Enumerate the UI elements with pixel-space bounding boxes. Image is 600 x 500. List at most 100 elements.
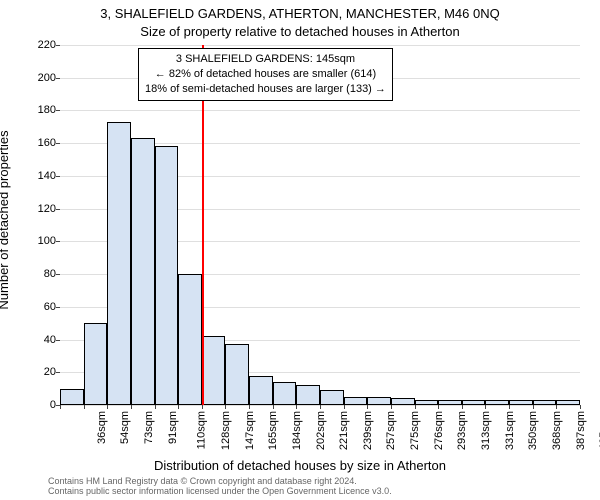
x-tick-mark — [178, 405, 179, 409]
histogram-bar — [60, 389, 84, 405]
histogram-bar — [509, 400, 533, 405]
x-tick-mark — [155, 405, 156, 409]
histogram-bar — [296, 385, 320, 405]
y-tick-label: 100 — [26, 235, 56, 247]
x-tick-mark — [344, 405, 345, 409]
x-tick-label: 313sqm — [480, 411, 492, 450]
x-tick-label: 221sqm — [338, 411, 350, 450]
x-tick-mark — [202, 405, 203, 409]
footer: Contains HM Land Registry data © Crown c… — [48, 476, 392, 497]
x-tick-label: 128sqm — [220, 411, 232, 450]
x-tick-label: 275sqm — [409, 411, 421, 450]
histogram-bar — [131, 138, 155, 405]
histogram-bar — [462, 400, 486, 405]
x-tick-mark — [367, 405, 368, 409]
y-tick-label: 40 — [26, 334, 56, 346]
x-tick-mark — [462, 405, 463, 409]
annotation-line-2: ← 82% of detached houses are smaller (61… — [145, 67, 386, 82]
chart-container: 3, SHALEFIELD GARDENS, ATHERTON, MANCHES… — [0, 0, 600, 500]
histogram-bar — [84, 323, 108, 405]
y-tick-label: 60 — [26, 301, 56, 313]
gridline — [60, 110, 580, 111]
x-tick-mark — [107, 405, 108, 409]
annotation-box: 3 SHALEFIELD GARDENS: 145sqm ← 82% of de… — [138, 48, 393, 101]
x-tick-label: 350sqm — [527, 411, 539, 450]
histogram-bar — [249, 376, 273, 405]
y-tick-label: 80 — [26, 268, 56, 280]
histogram-bar — [178, 274, 202, 405]
y-tick-label: 140 — [26, 170, 56, 182]
chart-subtitle: Size of property relative to detached ho… — [0, 24, 600, 39]
x-tick-mark — [225, 405, 226, 409]
x-tick-mark — [485, 405, 486, 409]
y-tick-mark — [56, 274, 60, 275]
x-tick-mark — [273, 405, 274, 409]
y-tick-mark — [56, 241, 60, 242]
footer-line-2: Contains public sector information licen… — [48, 486, 392, 496]
x-tick-label: 331sqm — [504, 411, 516, 450]
x-tick-label: 293sqm — [457, 411, 469, 450]
annotation-line-3: 18% of semi-detached houses are larger (… — [145, 82, 386, 97]
y-axis-label: Number of detached properties — [0, 0, 11, 440]
histogram-bar — [107, 122, 131, 405]
y-tick-label: 220 — [26, 39, 56, 51]
histogram-bar — [155, 146, 179, 405]
y-tick-mark — [56, 340, 60, 341]
y-tick-mark — [56, 209, 60, 210]
x-tick-mark — [415, 405, 416, 409]
y-tick-label: 200 — [26, 72, 56, 84]
x-tick-mark — [509, 405, 510, 409]
plot-area: 02040608010012014016018020022036sqm54sqm… — [60, 45, 580, 405]
x-tick-label: 36sqm — [96, 411, 108, 444]
y-tick-mark — [56, 176, 60, 177]
x-tick-mark — [84, 405, 85, 409]
x-tick-label: 91sqm — [167, 411, 179, 444]
histogram-bar — [415, 400, 439, 405]
histogram-bar — [273, 382, 297, 405]
x-tick-mark — [533, 405, 534, 409]
x-tick-mark — [391, 405, 392, 409]
y-tick-mark — [56, 45, 60, 46]
y-tick-label: 180 — [26, 104, 56, 116]
histogram-bar — [225, 344, 249, 405]
x-tick-mark — [249, 405, 250, 409]
x-tick-label: 387sqm — [575, 411, 587, 450]
x-tick-mark — [556, 405, 557, 409]
x-tick-label: 110sqm — [196, 411, 208, 449]
x-tick-label: 202sqm — [315, 411, 327, 450]
x-tick-label: 239sqm — [362, 411, 374, 450]
x-tick-label: 73sqm — [143, 411, 155, 444]
x-tick-label: 276sqm — [433, 411, 445, 450]
x-tick-label: 184sqm — [291, 411, 303, 450]
histogram-bar — [344, 397, 368, 405]
y-tick-mark — [56, 307, 60, 308]
plot-inner: 02040608010012014016018020022036sqm54sqm… — [60, 45, 580, 405]
y-tick-label: 120 — [26, 203, 56, 215]
x-axis-label: Distribution of detached houses by size … — [0, 458, 600, 473]
histogram-bar — [367, 397, 391, 405]
x-tick-mark — [320, 405, 321, 409]
x-tick-label: 147sqm — [244, 411, 256, 450]
y-tick-mark — [56, 372, 60, 373]
x-tick-label: 257sqm — [386, 411, 398, 450]
x-tick-label: 165sqm — [267, 411, 279, 450]
x-tick-mark — [580, 405, 581, 409]
annotation-line-1: 3 SHALEFIELD GARDENS: 145sqm — [145, 52, 386, 67]
y-tick-label: 20 — [26, 366, 56, 378]
y-tick-label: 0 — [26, 399, 56, 411]
histogram-bar — [391, 398, 415, 405]
histogram-bar — [485, 400, 509, 405]
x-tick-mark — [131, 405, 132, 409]
histogram-bar — [533, 400, 557, 405]
x-tick-mark — [60, 405, 61, 409]
footer-line-1: Contains HM Land Registry data © Crown c… — [48, 476, 392, 486]
histogram-bar — [556, 400, 580, 405]
histogram-bar — [438, 400, 462, 405]
x-tick-mark — [438, 405, 439, 409]
x-tick-label: 368sqm — [551, 411, 563, 450]
histogram-bar — [320, 390, 344, 405]
y-tick-mark — [56, 78, 60, 79]
y-tick-mark — [56, 143, 60, 144]
gridline — [60, 45, 580, 46]
chart-title: 3, SHALEFIELD GARDENS, ATHERTON, MANCHES… — [0, 6, 600, 21]
